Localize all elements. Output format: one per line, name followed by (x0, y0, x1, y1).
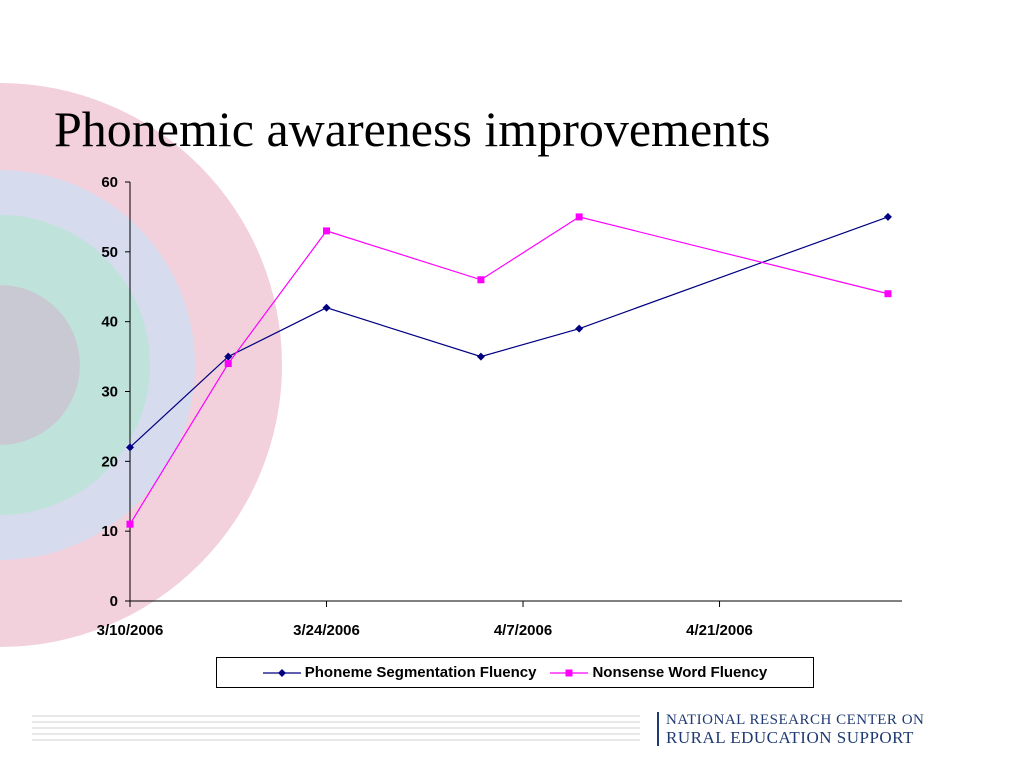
legend-label-series-2: Nonsense Word Fluency (592, 664, 768, 681)
data-point-series-1 (322, 303, 331, 312)
data-point-series-1 (126, 443, 134, 452)
line-chart: 0 10 20 30 40 50 60 3/10/2006 3/24/2006 4/7/2006 4… (97, 174, 902, 639)
x-tick-label: 4/7/2006 (494, 622, 552, 639)
x-tick-label: 3/10/2006 (97, 622, 164, 639)
data-point-series-2 (884, 290, 892, 298)
logo-line-1: NATIONAL RESEARCH CENTER ON (666, 712, 925, 728)
x-tick-label: 3/24/2006 (293, 622, 360, 639)
data-point-series-1 (575, 324, 584, 333)
y-tick-label: 60 (101, 174, 118, 191)
y-tick-label: 20 (101, 453, 118, 470)
legend-item-series-1: Phoneme Segmentation Fluency (262, 664, 537, 681)
series-line-1 (129, 216, 889, 448)
y-tick-label: 10 (101, 523, 118, 540)
y-tick-label: 0 (110, 593, 118, 610)
series-line-2 (129, 216, 889, 525)
legend-swatch-diamond-icon (262, 668, 301, 677)
legend-swatch-square-icon (550, 669, 589, 676)
y-tick-label: 50 (101, 244, 118, 261)
data-point-series-2 (477, 276, 485, 284)
data-point-series-1 (883, 212, 892, 221)
logo-line-2: RURAL EDUCATION SUPPORT (666, 728, 914, 747)
legend-label-series-1: Phoneme Segmentation Fluency (304, 664, 537, 681)
slide-title: Phonemic awareness improvements (54, 101, 771, 157)
legend-item-series-2: Nonsense Word Fluency (550, 664, 767, 681)
y-tick-label: 30 (101, 384, 118, 401)
data-point-series-2 (224, 360, 232, 368)
data-point-series-2 (323, 227, 331, 235)
nrcres-logo: NATIONAL RESEARCH CENTER ON RURAL EDUCAT… (657, 712, 924, 746)
data-point-series-1 (476, 352, 485, 361)
data-point-series-2 (126, 520, 134, 528)
data-point-series-1 (224, 352, 233, 361)
y-tick-label: 40 (101, 314, 118, 331)
chart-legend: Phoneme Segmentation Fluency Nonsense Wo… (216, 657, 814, 688)
data-point-series-2 (575, 213, 583, 221)
x-tick-label: 4/21/2006 (686, 622, 753, 639)
ring-gray (0, 285, 80, 445)
